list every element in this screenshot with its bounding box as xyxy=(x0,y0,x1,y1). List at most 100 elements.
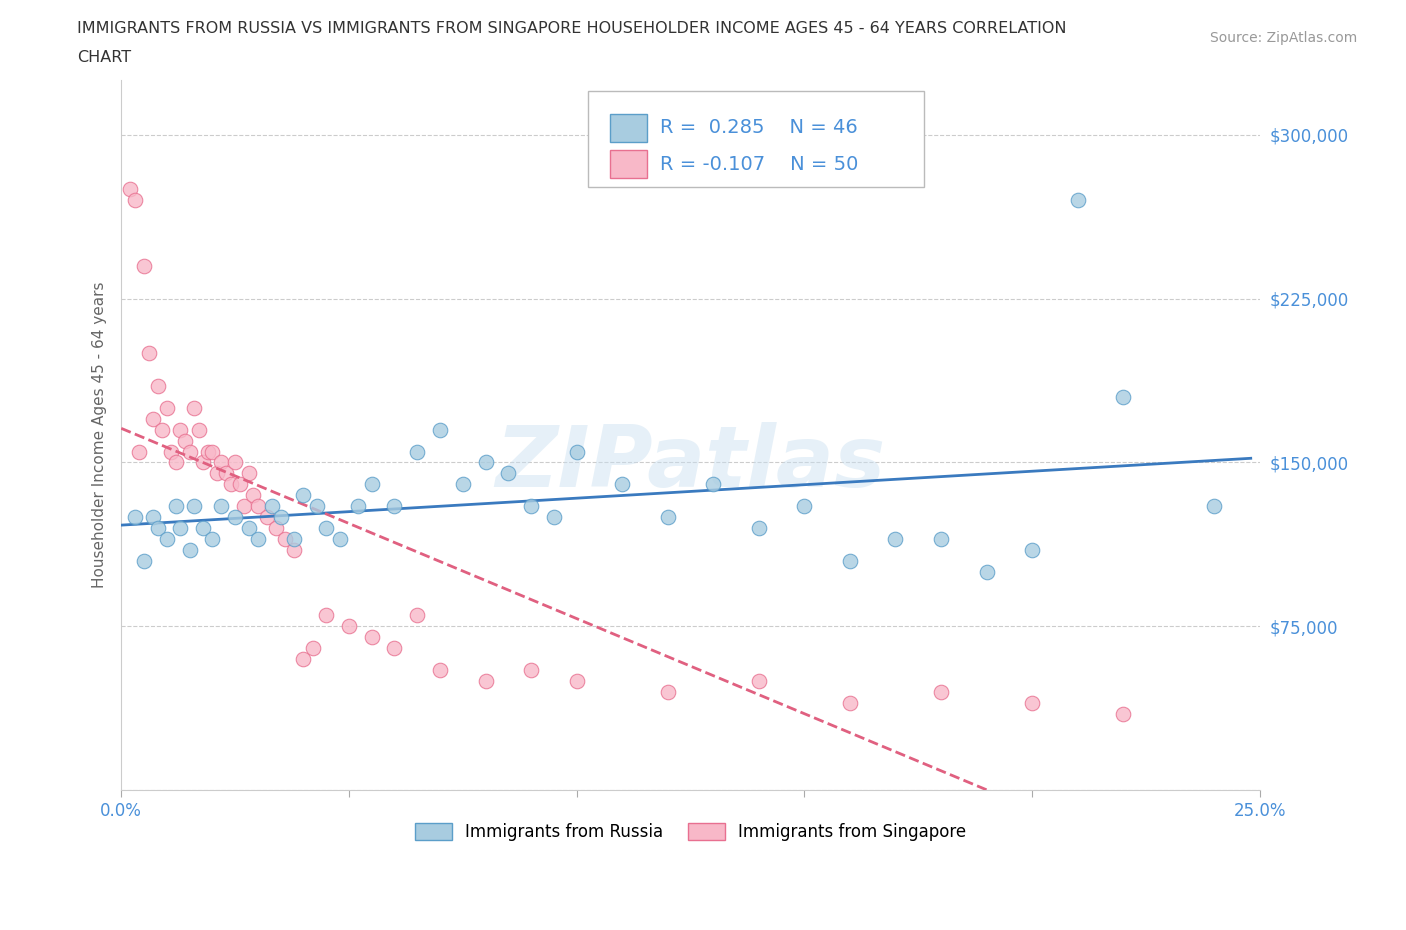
Point xyxy=(315,608,337,623)
Point xyxy=(201,445,224,459)
Point xyxy=(165,498,187,513)
Point xyxy=(1204,498,1226,513)
Point xyxy=(142,411,165,426)
Text: R = -0.107    N = 50: R = -0.107 N = 50 xyxy=(659,154,858,174)
Point xyxy=(146,379,169,393)
Point xyxy=(406,608,429,623)
Point xyxy=(520,498,543,513)
Point xyxy=(929,532,952,547)
Point xyxy=(839,553,862,568)
Point xyxy=(165,455,187,470)
FancyBboxPatch shape xyxy=(588,91,924,187)
Point xyxy=(228,477,250,492)
Point xyxy=(384,641,406,656)
Point xyxy=(283,532,305,547)
Point xyxy=(260,498,283,513)
Point xyxy=(884,532,907,547)
Point xyxy=(183,498,205,513)
Point xyxy=(292,488,315,503)
Point xyxy=(179,445,201,459)
Point xyxy=(132,259,155,273)
Point xyxy=(315,521,337,536)
Point xyxy=(197,445,219,459)
Point xyxy=(264,521,287,536)
FancyBboxPatch shape xyxy=(610,150,647,179)
Point xyxy=(256,510,278,525)
Text: CHART: CHART xyxy=(77,50,131,65)
Point xyxy=(565,673,588,688)
Point xyxy=(337,618,360,633)
Point xyxy=(1112,390,1135,405)
Point xyxy=(146,521,169,536)
Point xyxy=(201,532,224,547)
Point xyxy=(520,662,543,677)
Point xyxy=(183,401,205,416)
Point xyxy=(205,466,228,481)
Point xyxy=(274,532,297,547)
Point xyxy=(209,498,232,513)
Point xyxy=(657,684,679,699)
Point xyxy=(929,684,952,699)
Point xyxy=(429,422,451,437)
Point xyxy=(301,641,323,656)
Point xyxy=(474,673,496,688)
Point xyxy=(138,346,160,361)
Point xyxy=(174,433,197,448)
Point xyxy=(976,565,998,579)
Point xyxy=(498,466,520,481)
Point xyxy=(128,445,150,459)
Point xyxy=(124,510,146,525)
Point xyxy=(748,673,770,688)
Point xyxy=(429,662,451,677)
Point xyxy=(283,542,305,557)
Point xyxy=(156,401,179,416)
Point xyxy=(142,510,165,525)
Point xyxy=(565,445,588,459)
Point xyxy=(543,510,565,525)
Point xyxy=(160,445,183,459)
Legend: Immigrants from Russia, Immigrants from Singapore: Immigrants from Russia, Immigrants from … xyxy=(406,815,974,849)
Point xyxy=(307,498,329,513)
Point xyxy=(179,542,201,557)
Point xyxy=(748,521,770,536)
Point xyxy=(1066,193,1088,207)
Point xyxy=(150,422,173,437)
Point xyxy=(1112,706,1135,721)
Point xyxy=(793,498,815,513)
Point xyxy=(238,521,260,536)
Point xyxy=(612,477,634,492)
Point xyxy=(360,630,382,644)
Point xyxy=(384,498,406,513)
Point xyxy=(132,553,155,568)
Point xyxy=(224,455,246,470)
Point xyxy=(242,488,264,503)
Text: IMMIGRANTS FROM RUSSIA VS IMMIGRANTS FROM SINGAPORE HOUSEHOLDER INCOME AGES 45 -: IMMIGRANTS FROM RUSSIA VS IMMIGRANTS FRO… xyxy=(77,21,1067,36)
Point xyxy=(187,422,209,437)
Point xyxy=(347,498,370,513)
Point xyxy=(219,477,242,492)
Y-axis label: Householder Income Ages 45 - 64 years: Householder Income Ages 45 - 64 years xyxy=(93,282,107,589)
Point xyxy=(657,510,679,525)
Text: ZIPatlas: ZIPatlas xyxy=(495,422,886,505)
Point xyxy=(238,466,260,481)
Point xyxy=(215,466,238,481)
Point xyxy=(124,193,146,207)
FancyBboxPatch shape xyxy=(610,113,647,142)
Point xyxy=(120,182,142,197)
Point xyxy=(193,455,215,470)
Point xyxy=(329,532,352,547)
Point xyxy=(360,477,382,492)
Point xyxy=(406,445,429,459)
Point xyxy=(169,422,191,437)
Point xyxy=(209,455,232,470)
Point xyxy=(246,532,269,547)
Point xyxy=(292,652,315,667)
Point xyxy=(451,477,474,492)
Point xyxy=(1021,542,1043,557)
Point xyxy=(224,510,246,525)
Point xyxy=(169,521,191,536)
Point xyxy=(1021,696,1043,711)
Point xyxy=(193,521,215,536)
Point xyxy=(246,498,269,513)
Text: Source: ZipAtlas.com: Source: ZipAtlas.com xyxy=(1209,31,1357,45)
